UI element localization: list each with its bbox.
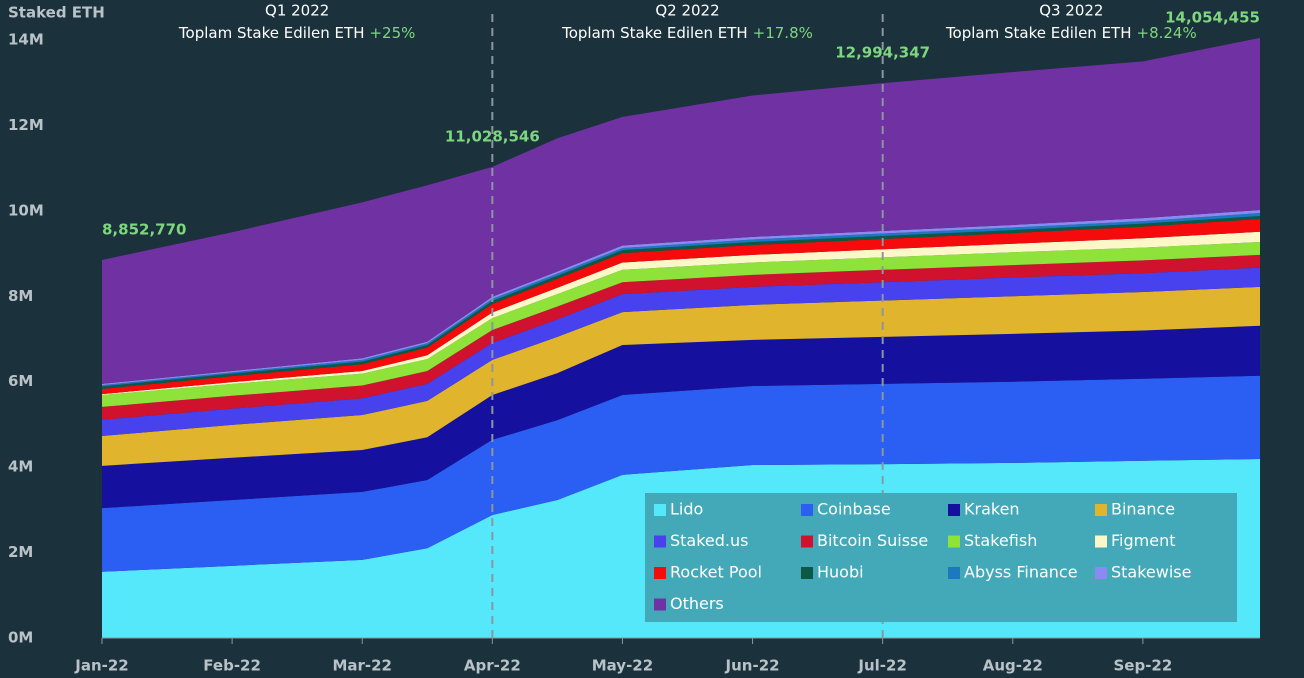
x-tick-label: Sep-22 bbox=[1113, 657, 1172, 675]
y-tick-label: 14M bbox=[8, 31, 44, 49]
x-tick-label: Jul-22 bbox=[857, 657, 907, 675]
legend-swatch bbox=[948, 567, 960, 579]
y-tick-label: 10M bbox=[8, 201, 44, 219]
y-tick-label: 8M bbox=[8, 287, 33, 305]
area bbox=[102, 375, 1260, 572]
quarter-title: Q2 2022 bbox=[655, 2, 719, 20]
area bbox=[102, 254, 1260, 420]
legend-label: Binance bbox=[1111, 500, 1175, 519]
x-tick-label: May-22 bbox=[592, 657, 653, 675]
quarter-subtitle: Toplam Stake Edilen ETH +25% bbox=[178, 24, 415, 42]
x-tick-label: Mar-22 bbox=[332, 657, 392, 675]
area bbox=[102, 286, 1260, 466]
area bbox=[102, 231, 1260, 395]
area bbox=[102, 242, 1260, 407]
legend-swatch bbox=[1095, 504, 1107, 516]
total-annotation: 8,852,770 bbox=[102, 220, 186, 238]
legend-label: Bitcoin Suisse bbox=[817, 531, 928, 550]
legend-label: Stakefish bbox=[964, 531, 1037, 550]
legend-swatch bbox=[654, 598, 666, 611]
x-tick-label: Feb-22 bbox=[203, 657, 261, 675]
legend-swatch bbox=[654, 535, 666, 548]
quarter-text: Toplam Stake Edilen ETH bbox=[945, 24, 1132, 42]
quarter-title: Q1 2022 bbox=[265, 2, 329, 20]
quarter-subtitle: Toplam Stake Edilen ETH +8.24% bbox=[945, 24, 1197, 42]
legend-swatch bbox=[654, 567, 666, 579]
y-tick-label: 4M bbox=[8, 458, 33, 476]
x-tick-label: Apr-22 bbox=[464, 657, 521, 675]
quarter-text: Toplam Stake Edilen ETH bbox=[561, 24, 748, 42]
area bbox=[102, 218, 1260, 395]
x-tick-label: Aug-22 bbox=[983, 657, 1043, 675]
x-tick-label: Jun-22 bbox=[725, 657, 780, 675]
legend-label: Abyss Finance bbox=[964, 563, 1078, 582]
legend-label: Figment bbox=[1111, 531, 1175, 550]
y-axis-label: Staked ETH bbox=[8, 4, 105, 22]
y-tick-label: 6M bbox=[8, 372, 33, 390]
legend-swatch bbox=[801, 567, 813, 579]
area bbox=[102, 325, 1260, 509]
quarter-subtitle: Toplam Stake Edilen ETH +17.8% bbox=[561, 24, 813, 42]
legend-label: Kraken bbox=[964, 500, 1020, 519]
legend-box bbox=[645, 493, 1237, 622]
y-tick-label: 12M bbox=[8, 116, 44, 134]
total-annotation: 12,994,347 bbox=[835, 43, 930, 61]
area bbox=[102, 267, 1260, 436]
area bbox=[102, 37, 1260, 384]
y-tick-label: 0M bbox=[8, 629, 33, 647]
legend-swatch bbox=[948, 535, 960, 548]
legend-swatch bbox=[801, 535, 813, 548]
quarter-change: +25% bbox=[369, 24, 415, 42]
legend-label: Rocket Pool bbox=[670, 563, 762, 582]
legend-label: Staked.us bbox=[670, 531, 749, 550]
legend-swatch bbox=[654, 504, 666, 516]
quarter-change: +8.24% bbox=[1137, 24, 1197, 42]
quarter-change: +17.8% bbox=[753, 24, 813, 42]
quarter-title: Q3 2022 bbox=[1039, 2, 1103, 20]
legend-label: Stakewise bbox=[1111, 563, 1191, 582]
legend-label: Lido bbox=[670, 500, 703, 519]
legend-swatch bbox=[1095, 535, 1107, 548]
legend-swatch bbox=[948, 504, 960, 516]
total-annotation: 11,028,546 bbox=[445, 127, 540, 145]
total-annotation: 14,054,455 bbox=[1165, 9, 1260, 27]
x-tick-label: Jan-22 bbox=[74, 657, 128, 675]
y-tick-label: 2M bbox=[8, 543, 33, 561]
legend-swatch bbox=[1095, 567, 1107, 579]
legend-label: Huobi bbox=[817, 563, 864, 582]
quarter-text: Toplam Stake Edilen ETH bbox=[178, 24, 365, 42]
legend-label: Others bbox=[670, 594, 724, 613]
legend-swatch bbox=[801, 504, 813, 516]
legend-label: Coinbase bbox=[817, 500, 891, 519]
